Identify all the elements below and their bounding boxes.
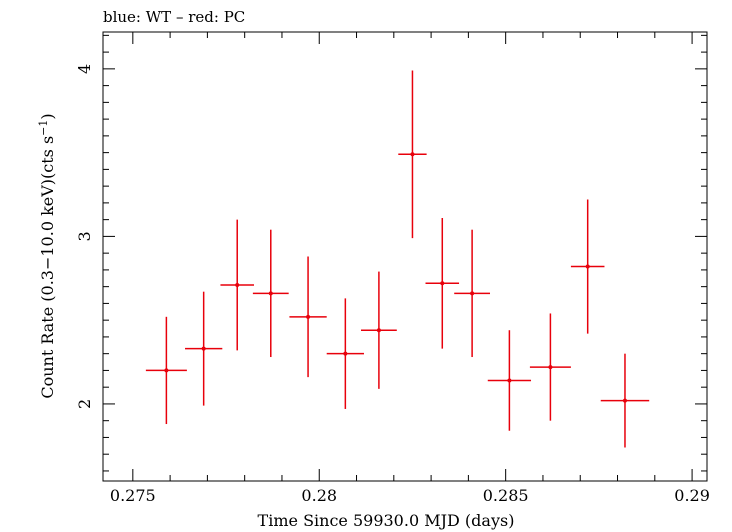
data-marker (306, 314, 311, 319)
data-point (425, 217, 460, 349)
data-point (220, 219, 254, 351)
data-point (398, 70, 427, 239)
data-marker (470, 291, 475, 296)
y-tick-label: 2 (75, 399, 94, 409)
y-axis-label-exponent: −1 (37, 120, 50, 136)
y-tick-label: 3 (75, 231, 94, 241)
chart-title: blue: WT – red: PC (103, 8, 245, 26)
data-point (326, 298, 364, 409)
data-marker (585, 264, 590, 269)
data-marker (410, 152, 415, 157)
data-marker (164, 368, 169, 373)
data-point (529, 313, 571, 421)
data-marker (343, 351, 348, 356)
x-tick-label: 0.285 (483, 486, 529, 505)
y-axis-label-close: ) (38, 113, 57, 119)
data-marker (440, 281, 445, 286)
data-point (361, 271, 397, 389)
y-axis: 2 3 4 (75, 34, 707, 472)
x-tick-label: 0.29 (674, 486, 710, 505)
data-marker (507, 378, 512, 383)
plot-frame (102, 31, 708, 482)
x-axis-label: Time Since 59930.0 MJD (days) (258, 511, 515, 530)
data-point (145, 316, 187, 425)
x-axis: 0.275 0.28 0.285 0.29 (110, 32, 710, 505)
y-tick-label: 4 (75, 64, 94, 74)
data-point (252, 229, 289, 358)
y-axis-label-main: Count Rate (0.3−10.0 keV)(cts s (38, 136, 57, 399)
data-marker (622, 398, 627, 403)
data-point (570, 199, 605, 334)
data-marker (201, 346, 206, 351)
data-point (600, 353, 650, 448)
x-tick-label: 0.28 (301, 486, 337, 505)
data-series (145, 70, 650, 448)
data-marker (376, 328, 381, 333)
data-point (454, 229, 491, 358)
y-axis-label: Count Rate (0.3−10.0 keV)(cts s−1) (37, 113, 57, 398)
data-marker (268, 291, 273, 296)
data-marker (235, 282, 240, 287)
x-tick-label: 0.275 (110, 486, 156, 505)
data-point (289, 256, 327, 378)
data-marker (548, 365, 553, 370)
data-point (185, 291, 223, 406)
data-point (487, 330, 532, 431)
